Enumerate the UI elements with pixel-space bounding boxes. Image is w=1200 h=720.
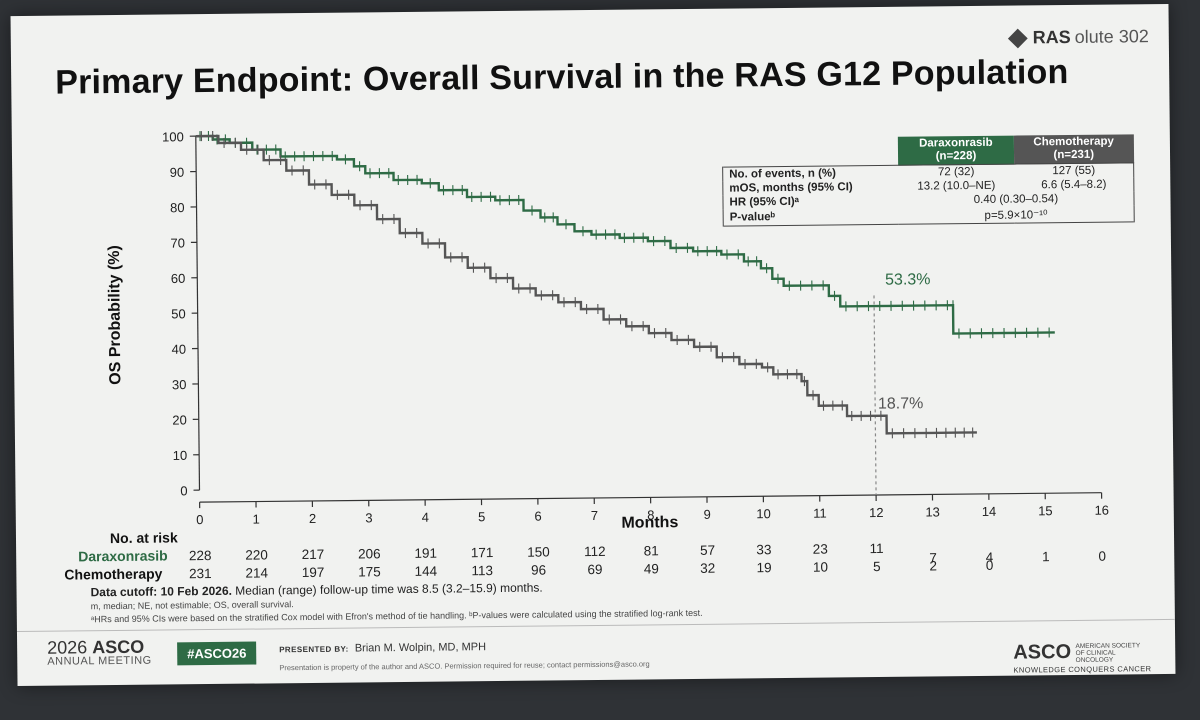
asco-full-name: AMERICAN SOCIETY OF CLINICAL ONCOLOGY <box>1075 642 1141 665</box>
at-risk-chemo-value: 49 <box>643 561 659 577</box>
at-risk-chemo-value: 113 <box>471 563 494 579</box>
at-risk-chemo-value: 19 <box>756 560 772 576</box>
x-tick-label: 9 <box>703 507 710 522</box>
x-axis-label: Months <box>621 514 678 532</box>
x-tick-label: 0 <box>196 512 203 527</box>
x-tick-label: 4 <box>422 510 429 525</box>
header-dar-n: (n=228) <box>935 149 977 163</box>
at-risk-chemo-value: 10 <box>812 559 829 575</box>
meeting-name: ANNUAL MEETING <box>47 654 152 668</box>
header-dar-name: Daraxonrasib <box>919 136 993 150</box>
at-risk-dar-value: 57 <box>699 542 716 558</box>
at-risk-dar-value: 217 <box>301 546 325 563</box>
at-risk-chemo-value: 197 <box>301 564 325 581</box>
x-tick-label: 2 <box>309 511 316 526</box>
at-risk-heading: No. at risk <box>109 529 178 547</box>
x-tick-label: 1 <box>252 511 259 526</box>
at-risk-chemo-value: 0 <box>985 557 994 573</box>
km-curve-daraxonrasib <box>195 134 1055 335</box>
at-risk-chemo-value: 144 <box>414 563 438 579</box>
x-tick-label: 14 <box>982 504 997 519</box>
at-risk-dar-value: 191 <box>414 545 438 561</box>
chart-curves: 53.3% 18.7% <box>195 130 1055 439</box>
row-label-pvalue: P-valueᵇ <box>723 207 899 227</box>
at-risk-dar-value: 81 <box>643 543 659 559</box>
y-tick-label: 50 <box>171 306 186 321</box>
header-chemo-n: (n=231) <box>1053 148 1095 162</box>
abbreviations: m, median; NE, not estimable; OS, overal… <box>90 599 294 612</box>
meeting-logo: 2026 ASCO ANNUAL MEETING <box>47 637 152 669</box>
presenter-name: Brian M. Wolpin, MD, MPH <box>354 641 487 655</box>
at-risk-dar-value: 1 <box>1042 549 1050 565</box>
at-risk-chemo-value: 231 <box>189 566 212 582</box>
asco-tagline: KNOWLEDGE CONQUERS CANCER <box>1013 664 1152 675</box>
x-tick-label: 8 <box>647 507 654 522</box>
events-chemo: 127 (55) <box>1014 162 1134 179</box>
y-tick-label: 90 <box>170 165 185 180</box>
at-risk-chemo-value: 69 <box>587 561 603 578</box>
at-risk-chemo-value: 175 <box>358 564 381 580</box>
x-tick-label: 15 <box>1038 503 1053 518</box>
x-tick-label: 10 <box>756 506 771 521</box>
at-risk-chemo-value: 5 <box>872 559 881 575</box>
y-tick-label: 20 <box>172 412 187 427</box>
at-risk-chemo-value: 214 <box>245 565 269 581</box>
y-tick-label: 70 <box>170 235 185 250</box>
x-tick-label: 16 <box>1094 503 1109 518</box>
at-risk-dar-value: 0 <box>1098 548 1107 564</box>
km-curve-chemotherapy <box>195 134 977 435</box>
x-tick-label: 3 <box>365 510 372 525</box>
x-tick-label: 12 <box>869 505 884 520</box>
at-risk-chemo-label: Chemotherapy <box>64 565 163 583</box>
y-tick-label: 80 <box>170 200 185 215</box>
copyright-notice: Presentation is property of the author a… <box>279 659 650 673</box>
at-risk-dar-value: 150 <box>527 544 550 560</box>
mos-chemo: 6.6 (5.4–8.2) <box>1014 177 1134 193</box>
y-tick-label: 40 <box>171 342 186 357</box>
hashtag-badge: #ASCO26 <box>177 641 257 666</box>
label-dar-12mo: 53.3% <box>885 271 931 288</box>
at-risk-dar-label: Daraxonrasib <box>78 547 168 565</box>
label-chemo-12mo: 18.7% <box>878 395 924 412</box>
at-risk-dar-value: 112 <box>583 543 606 560</box>
y-axis-label: OS Probability (%) <box>106 245 124 385</box>
x-tick-label: 7 <box>591 508 598 523</box>
at-risk-dar-value: 171 <box>470 545 494 561</box>
at-risk-dar-value: 11 <box>869 540 884 557</box>
at-risk-chemo-value: 2 <box>929 558 938 574</box>
at-risk-chemo-value: 96 <box>531 562 547 578</box>
header-chemotherapy: Chemotherapy (n=231) <box>1013 134 1134 165</box>
y-tick-label: 100 <box>162 129 184 144</box>
at-risk-dar-value: 228 <box>188 548 212 564</box>
presented-by-label: PRESENTED BY: <box>279 644 349 655</box>
stats-table: Daraxonrasib (n=228) Chemotherapy (n=231… <box>722 134 1135 227</box>
marker-line <box>873 295 877 496</box>
y-tick-label: 30 <box>172 377 187 392</box>
at-risk-chemo-value: 32 <box>700 560 716 576</box>
y-tick-label: 0 <box>180 483 187 498</box>
at-risk-dar-value: 206 <box>357 546 381 562</box>
presented-by: PRESENTED BY: Brian M. Wolpin, MD, MPH <box>279 641 486 655</box>
x-tick-label: 6 <box>534 509 541 524</box>
header-chemo-name: Chemotherapy <box>1033 135 1114 149</box>
mos-dar: 13.2 (10.0–NE) <box>917 179 996 193</box>
header-daraxonrasib: Daraxonrasib (n=228) <box>897 135 1015 166</box>
x-tick-label: 5 <box>478 509 485 524</box>
at-risk-dar-value: 33 <box>756 542 772 558</box>
events-dar: 72 (32) <box>937 165 975 179</box>
x-tick-label: 13 <box>925 504 940 519</box>
at-risk-dar-value: 220 <box>245 547 268 563</box>
pvalue: p=5.9×10⁻¹⁰ <box>898 205 1135 225</box>
asco-logo-text: ASCO <box>1013 641 1072 664</box>
at-risk-dar-value: 23 <box>812 541 828 557</box>
slide: RAS olute 302 Primary Endpoint: Overall S… <box>10 3 1176 687</box>
cutoff-bold: Data cutoff: 10 Feb 2026. <box>90 583 233 600</box>
asco-logo: ASCO AMERICAN SOCIETY OF CLINICAL ONCOLO… <box>1013 640 1151 675</box>
y-tick-label: 10 <box>173 448 188 463</box>
x-tick-label: 11 <box>813 506 827 521</box>
y-tick-label: 60 <box>171 271 186 286</box>
